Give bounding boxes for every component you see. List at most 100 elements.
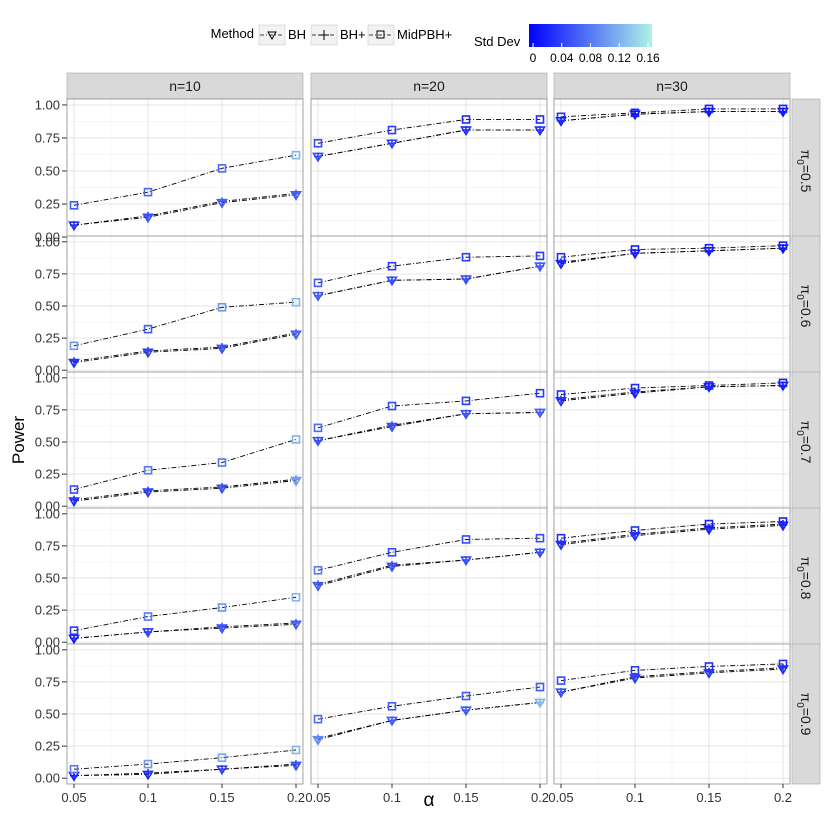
series-line xyxy=(73,596,297,632)
row-strip-label: π0=0.9 xyxy=(794,693,814,736)
data-point xyxy=(556,533,566,543)
panel-series xyxy=(68,592,302,645)
data-point xyxy=(462,275,470,284)
x-tick-label: 0.05 xyxy=(548,790,573,805)
data-point xyxy=(69,764,79,774)
y-tick-label: 0.25 xyxy=(35,197,60,212)
data-point xyxy=(557,395,565,404)
data-point xyxy=(387,548,397,557)
series-line xyxy=(560,523,784,544)
data-point xyxy=(314,580,322,589)
y-tick-label: 0.50 xyxy=(35,571,60,586)
facet-panels: n=10 n=20 n=30 π0=0.5 0.00 0.25 0.50 0.75 1.00 π0… xyxy=(35,72,821,805)
y-tick-label: 0.50 xyxy=(35,299,60,314)
legend-key-bhplus xyxy=(310,24,338,46)
column-strip-label: n=30 xyxy=(656,78,688,94)
column-strip xyxy=(310,72,548,100)
legend-label-bhplus: BH+ xyxy=(340,27,366,42)
data-point xyxy=(144,211,152,220)
x-axis-label: α xyxy=(424,790,435,811)
row-strip xyxy=(791,98,821,244)
data-point xyxy=(144,627,152,636)
data-point xyxy=(69,485,79,494)
y-tick-label: 1.00 xyxy=(35,642,60,657)
data-point xyxy=(218,197,226,206)
series-line xyxy=(73,301,297,347)
data-point xyxy=(291,435,301,444)
data-point xyxy=(292,328,300,337)
data-point xyxy=(217,753,227,762)
series-line xyxy=(560,385,784,401)
data-point xyxy=(314,436,322,445)
series-line xyxy=(560,524,784,546)
data-point xyxy=(292,189,300,198)
data-point xyxy=(461,691,471,701)
data-point xyxy=(462,126,470,135)
data-point xyxy=(536,262,544,271)
series-line xyxy=(560,382,784,395)
data-point xyxy=(387,701,397,711)
data-point xyxy=(779,244,787,253)
data-point xyxy=(778,241,788,250)
data-point xyxy=(704,381,714,390)
data-point xyxy=(557,688,565,697)
x-tick-label: 0.05 xyxy=(61,790,86,805)
data-point xyxy=(291,150,301,160)
data-point xyxy=(143,612,153,621)
data-point xyxy=(388,421,396,430)
data-point xyxy=(69,201,79,210)
x-tick-label: 0.2 xyxy=(774,790,792,805)
panel-series xyxy=(312,115,546,163)
panel-series xyxy=(68,745,302,782)
data-point xyxy=(388,716,396,725)
series-line xyxy=(73,439,297,490)
data-point xyxy=(535,533,545,543)
y-tick-label: 0.00 xyxy=(35,363,60,378)
data-point xyxy=(536,126,544,135)
colorbar-tick-label: 0.04 xyxy=(550,51,574,65)
x-tick-label: 0.15 xyxy=(453,790,478,805)
data-point xyxy=(144,769,152,778)
data-point xyxy=(143,465,153,475)
series-line xyxy=(73,333,297,363)
y-tick-label: 1.00 xyxy=(35,370,60,385)
data-point xyxy=(461,535,471,544)
colorbar-tick-label: 0.16 xyxy=(636,51,660,65)
panel-series xyxy=(312,533,546,592)
data-point xyxy=(70,357,78,366)
legend-key-bh xyxy=(258,24,286,46)
series-line xyxy=(73,478,297,501)
data-point xyxy=(313,138,323,148)
data-point xyxy=(704,104,714,114)
data-point xyxy=(313,565,323,575)
series-line xyxy=(73,749,297,770)
data-point xyxy=(218,765,226,774)
panel-series xyxy=(555,241,789,270)
data-point xyxy=(313,278,323,288)
colorbar-ticks: 0 0.04 0.08 0.12 0.16 xyxy=(530,43,660,65)
x-tick-label: 0.15 xyxy=(696,790,721,805)
data-point xyxy=(704,519,714,529)
data-point xyxy=(462,706,470,715)
panel-series xyxy=(555,517,789,551)
series-line xyxy=(560,385,784,402)
series-line xyxy=(317,701,541,739)
data-point xyxy=(556,112,566,122)
data-point xyxy=(779,520,787,529)
data-point xyxy=(704,243,714,253)
data-point xyxy=(314,152,322,161)
triangle-down-icon xyxy=(267,31,277,41)
x-tick-label: 0.2 xyxy=(287,790,305,805)
data-point xyxy=(217,603,227,612)
y-tick-label: 1.00 xyxy=(35,97,60,112)
data-point xyxy=(630,526,640,535)
y-tick-label: 0.75 xyxy=(35,538,60,553)
colorbar-tick-label: 0 xyxy=(530,51,537,65)
data-point xyxy=(556,676,566,685)
square-icon xyxy=(376,30,385,39)
data-point xyxy=(387,401,397,411)
series-line xyxy=(73,480,297,502)
y-tick-label: 0.00 xyxy=(35,635,60,650)
y-tick-label: 0.25 xyxy=(35,467,60,482)
